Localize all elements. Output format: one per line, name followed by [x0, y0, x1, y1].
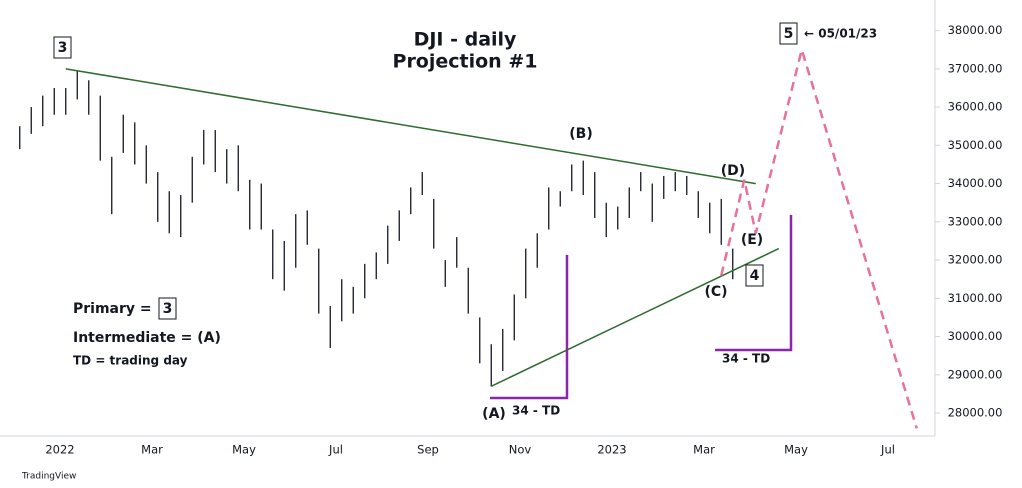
label-box — [779, 22, 798, 45]
wave-label: 3 — [58, 40, 68, 56]
x-tick-label: Nov — [509, 443, 532, 457]
td-bracket — [490, 215, 793, 400]
x-tick-label: Mar — [693, 443, 715, 457]
wave-label: (B) — [569, 126, 592, 142]
legend-primary-value: 3 — [163, 301, 173, 317]
trendline — [490, 247, 780, 387]
y-tick-label: 33000.00 — [948, 214, 1003, 228]
x-tick-label: Jul — [328, 443, 343, 457]
legend-td: TD = trading day — [73, 354, 188, 368]
wave-label: (C) — [704, 284, 727, 300]
y-tick-label: 35000.00 — [948, 138, 1003, 152]
y-tick-label: 36000.00 — [948, 100, 1003, 114]
y-tick-label: 29000.00 — [948, 367, 1003, 381]
wave-label: (E) — [741, 232, 763, 248]
label-box — [158, 297, 177, 320]
wave-label: (A) — [482, 406, 506, 422]
date-note: ← 05/01/23 — [804, 27, 877, 41]
x-tick-label: Mar — [141, 443, 163, 457]
label-box — [745, 264, 764, 287]
td-label: 34 - TD — [722, 352, 770, 366]
label-box — [53, 36, 72, 59]
wave-label: 5 — [784, 26, 794, 42]
footer: TradingView — [21, 472, 76, 482]
chart-title: DJI - daily — [414, 29, 517, 51]
y-tick-label: 37000.00 — [948, 61, 1003, 75]
x-tick-label: Sep — [417, 443, 439, 457]
y-tick-label: 28000.00 — [948, 406, 1003, 420]
td-label: 34 - TD — [512, 404, 560, 418]
legend-intermediate: Intermediate = (A) — [73, 330, 221, 346]
projection-path — [720, 45, 918, 429]
legend-primary: Primary = — [73, 301, 152, 317]
trendline — [65, 68, 756, 185]
chart-subtitle: Projection #1 — [393, 51, 538, 73]
x-tick-label: Jul — [880, 443, 895, 457]
wave-label: (D) — [721, 163, 745, 179]
x-tick-label: May — [232, 443, 256, 457]
x-tick-label: 2022 — [45, 443, 74, 457]
x-tick-label: 2023 — [597, 443, 626, 457]
wave-label: 4 — [750, 268, 760, 284]
y-tick-label: 30000.00 — [948, 329, 1003, 343]
x-tick-label: May — [784, 443, 808, 457]
y-tick-label: 34000.00 — [948, 176, 1003, 190]
annotations: 3 (B) (D) (E) (C) 4 (A) 5 ← 05/01/23 34 … — [21, 22, 877, 482]
y-tick-label: 38000.00 — [948, 23, 1003, 37]
y-tick-label: 32000.00 — [948, 253, 1003, 267]
y-tick-label: 31000.00 — [948, 291, 1003, 305]
